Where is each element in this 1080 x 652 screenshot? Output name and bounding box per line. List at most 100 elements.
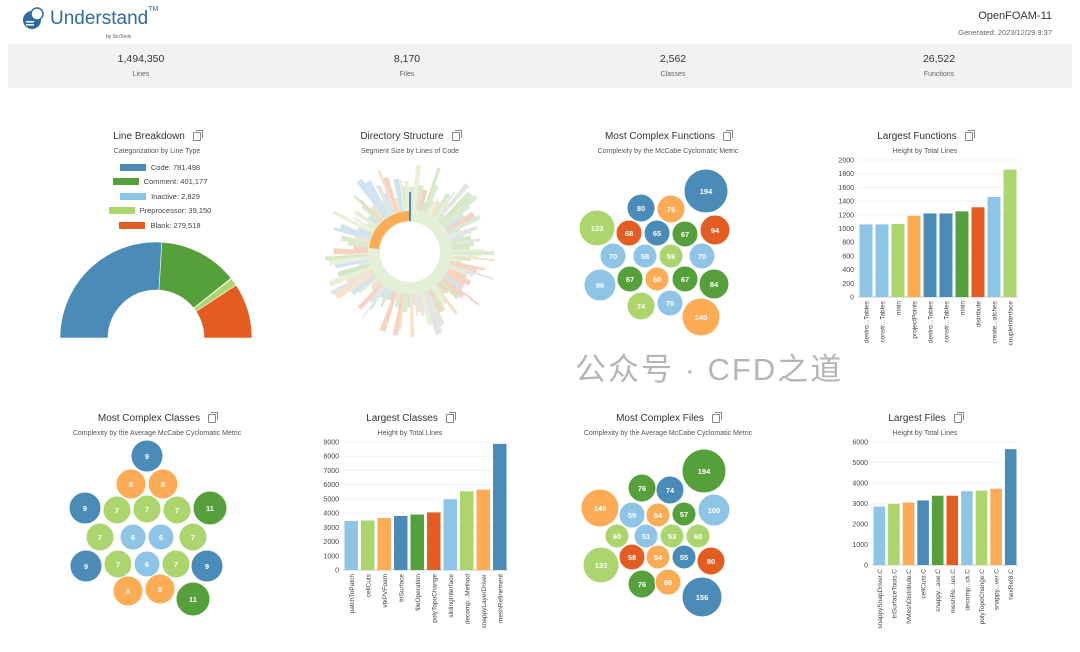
sunburst-segment[interactable]	[404, 180, 410, 211]
sunburst-segment[interactable]	[418, 189, 428, 212]
sunburst-segment[interactable]	[449, 264, 494, 280]
bubble[interactable]	[671, 501, 697, 527]
sunburst-segment[interactable]	[449, 225, 478, 239]
sunburst-segment[interactable]	[381, 288, 390, 302]
bar[interactable]	[931, 495, 944, 565]
sunburst-segment[interactable]	[380, 286, 389, 299]
sunburst-segment[interactable]	[329, 256, 369, 266]
bar[interactable]	[955, 211, 969, 297]
sunburst-segment[interactable]	[451, 254, 478, 258]
bubble[interactable]	[604, 523, 630, 549]
bar[interactable]	[873, 506, 886, 565]
legend-item[interactable]: Comment: 401,177	[60, 175, 260, 190]
copy-icon[interactable]	[723, 130, 734, 141]
sunburst-segment[interactable]	[370, 279, 380, 287]
bubble[interactable]	[599, 242, 627, 270]
sunburst-segment[interactable]	[358, 277, 378, 295]
sunburst-segment[interactable]	[443, 277, 480, 306]
bubble[interactable]	[685, 523, 711, 549]
bubble[interactable]	[656, 289, 684, 317]
bubble[interactable]	[645, 502, 671, 528]
bar[interactable]	[961, 491, 973, 565]
bar[interactable]	[902, 502, 915, 565]
sunburst-segment[interactable]	[430, 200, 441, 217]
copy-icon[interactable]	[451, 130, 462, 141]
sunburst-segment[interactable]	[419, 292, 425, 314]
sunburst-segment[interactable]	[436, 283, 446, 295]
sunburst-segment[interactable]	[445, 272, 465, 287]
sunburst-segment[interactable]	[415, 184, 424, 211]
sunburst-segment[interactable]	[428, 288, 443, 313]
sunburst-segment[interactable]	[369, 206, 383, 222]
bubble[interactable]	[147, 523, 175, 551]
bar[interactable]	[891, 224, 905, 297]
copy-icon[interactable]	[192, 130, 203, 141]
sunburst-segment[interactable]	[337, 263, 371, 278]
bubble[interactable]	[697, 493, 731, 527]
sunburst-segment[interactable]	[345, 253, 369, 256]
sunburst-segment[interactable]	[449, 231, 472, 240]
bubble[interactable]	[102, 495, 132, 525]
sunburst-segment[interactable]	[399, 180, 406, 211]
sunburst-segment[interactable]	[377, 170, 396, 213]
sunburst-segment[interactable]	[369, 284, 386, 304]
sunburst-segment[interactable]	[448, 228, 467, 237]
sunburst-segment[interactable]	[422, 167, 441, 213]
sunburst-segment[interactable]	[402, 293, 409, 313]
sunburst-segment[interactable]	[339, 223, 372, 239]
sunburst-segment[interactable]	[428, 198, 439, 216]
bubble[interactable]	[144, 573, 176, 605]
legend-item[interactable]: Code: 781,498	[60, 160, 260, 175]
sunburst-segment[interactable]	[426, 200, 435, 215]
understand-logo[interactable]: Understand TM by SciTools	[22, 6, 158, 40]
sunburst-segment[interactable]	[371, 280, 380, 289]
sunburst-segment[interactable]	[441, 277, 465, 299]
bubble[interactable]	[671, 265, 699, 293]
sunburst-segment[interactable]	[361, 206, 381, 224]
sunburst-segment[interactable]	[422, 290, 443, 336]
sunburst-segment[interactable]	[370, 286, 387, 310]
sunburst-segment[interactable]	[437, 281, 449, 294]
bar[interactable]	[971, 207, 985, 297]
bubble[interactable]	[681, 297, 721, 337]
bubble[interactable]	[192, 490, 228, 526]
bubble[interactable]	[626, 291, 656, 321]
sunburst-segment[interactable]	[434, 191, 456, 219]
sunburst-segment[interactable]	[436, 183, 470, 221]
bubble[interactable]	[103, 549, 133, 579]
bubble[interactable]	[580, 488, 620, 528]
sunburst-segment[interactable]	[424, 184, 439, 214]
bubble[interactable]	[656, 194, 686, 224]
bubble[interactable]	[633, 523, 659, 549]
bubble[interactable]	[696, 546, 726, 576]
copy-icon[interactable]	[208, 412, 219, 423]
sunburst-segment[interactable]	[412, 293, 416, 306]
bar[interactable]	[917, 500, 929, 565]
bar[interactable]	[1004, 449, 1017, 565]
sunburst-segment[interactable]	[434, 284, 458, 315]
sunburst-segment[interactable]	[367, 215, 380, 226]
sunburst-segment[interactable]	[409, 192, 411, 221]
bar[interactable]	[987, 196, 1001, 297]
bubble[interactable]	[616, 265, 644, 293]
bar[interactable]	[875, 224, 889, 297]
sunburst-segment[interactable]	[350, 275, 377, 296]
sunburst-segment[interactable]	[345, 268, 373, 283]
bubble[interactable]	[688, 242, 716, 270]
sunburst-segment[interactable]	[451, 242, 475, 249]
bubble[interactable]	[178, 522, 208, 552]
sunburst-segment[interactable]	[384, 192, 395, 214]
sunburst-segment[interactable]	[379, 291, 398, 332]
sunburst-segment[interactable]	[450, 235, 464, 241]
bubble[interactable]	[654, 568, 682, 596]
bubble[interactable]	[681, 448, 727, 494]
sunburst-segment[interactable]	[358, 261, 370, 266]
sunburst-segment[interactable]	[398, 293, 406, 330]
bubble[interactable]	[643, 219, 671, 247]
sunburst-segment[interactable]	[431, 192, 450, 218]
sunburst-segment[interactable]	[394, 292, 399, 301]
sunburst-segment[interactable]	[407, 293, 411, 308]
sunburst-segment[interactable]	[430, 287, 446, 312]
sunburst-segment[interactable]	[451, 246, 470, 251]
sunburst-segment[interactable]	[376, 184, 394, 215]
